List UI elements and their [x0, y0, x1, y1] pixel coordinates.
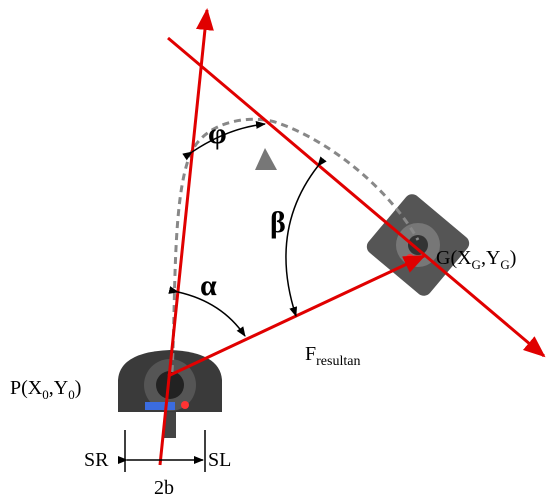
width-dimension [118, 430, 206, 472]
goal-label: G(XG,YG) [436, 247, 516, 272]
start-label: P(X0,Y0) [10, 377, 81, 402]
width-label: 2b [154, 477, 174, 499]
beta-arc [285, 156, 327, 317]
phi-label: φ [208, 117, 227, 150]
beta-label: β [270, 206, 286, 239]
alpha-label: α [200, 269, 217, 302]
heading-axis [158, 8, 214, 466]
sl-label: SL [208, 449, 231, 471]
force-label: Fresultan [305, 343, 360, 369]
alpha-arc [168, 286, 246, 337]
sr-label: SR [84, 449, 109, 471]
goal-direction [167, 36, 546, 358]
phi-arc [182, 120, 266, 161]
marker-triangle [255, 148, 277, 170]
